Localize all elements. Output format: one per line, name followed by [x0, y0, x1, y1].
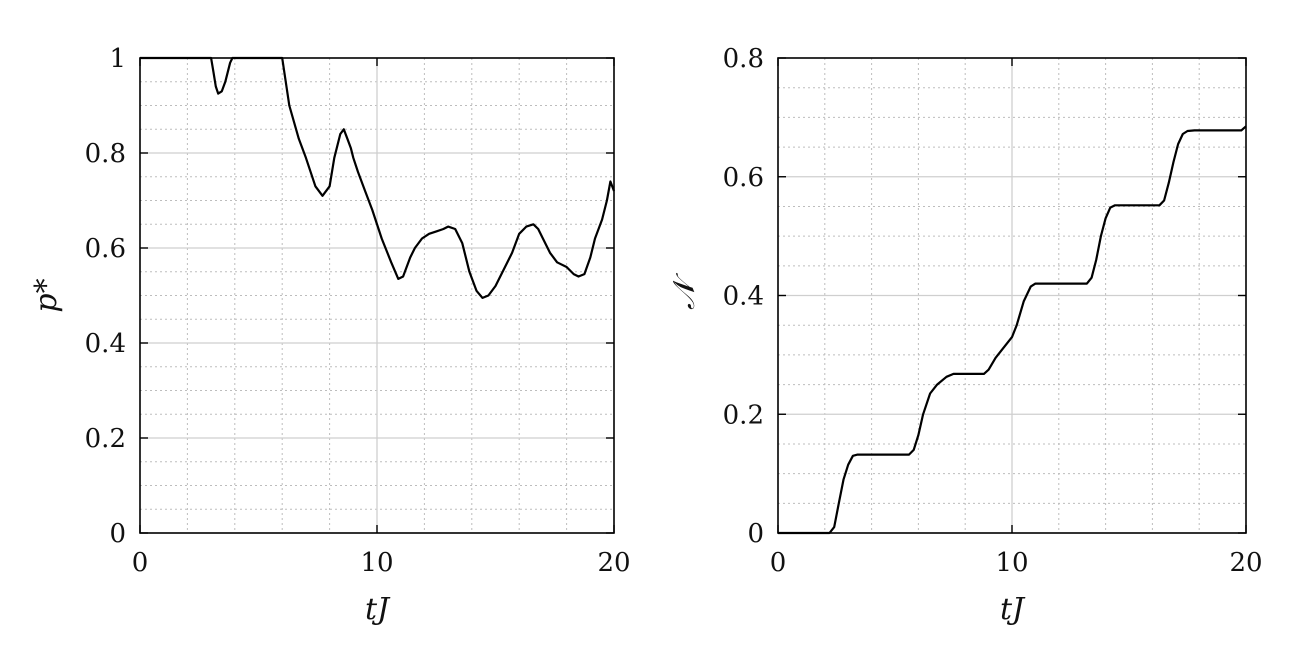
y-tick-label: 0.4: [85, 329, 126, 359]
y-tick-label: 0.8: [85, 139, 126, 169]
x-axis-label: tJ: [1000, 592, 1026, 627]
chart-p-star: 0 10 20 0 0.2 0.4 0.6 0.8 1 tJ p*: [29, 44, 631, 627]
y-axis-label: 𝒩: [667, 272, 702, 310]
x-tick-label: 20: [1229, 548, 1262, 578]
x-tick-label: 20: [597, 548, 630, 578]
x-axis-label: tJ: [365, 592, 391, 627]
y-axis-label: p*: [29, 278, 64, 312]
y-tick-label: 0.6: [723, 163, 764, 193]
x-tick-label: 0: [770, 548, 787, 578]
x-tick-label: 10: [360, 548, 393, 578]
y-tick-label: 0.4: [723, 282, 764, 312]
chart-n: 0 10 20 0 0.2 0.4 0.6 0.8 tJ 𝒩: [667, 44, 1263, 627]
y-tick-label: 0.6: [85, 234, 126, 264]
y-tick-label: 0: [109, 519, 126, 549]
x-tick-label: 10: [995, 548, 1028, 578]
y-tick-label: 0.2: [85, 424, 126, 454]
y-tick-label: 0.2: [723, 400, 764, 430]
y-tick-label: 0.8: [723, 44, 764, 74]
y-tick-label: 1: [109, 44, 126, 74]
series-line: [778, 125, 1247, 535]
x-tick-label: 0: [132, 548, 149, 578]
y-tick-label: 0: [747, 519, 764, 549]
